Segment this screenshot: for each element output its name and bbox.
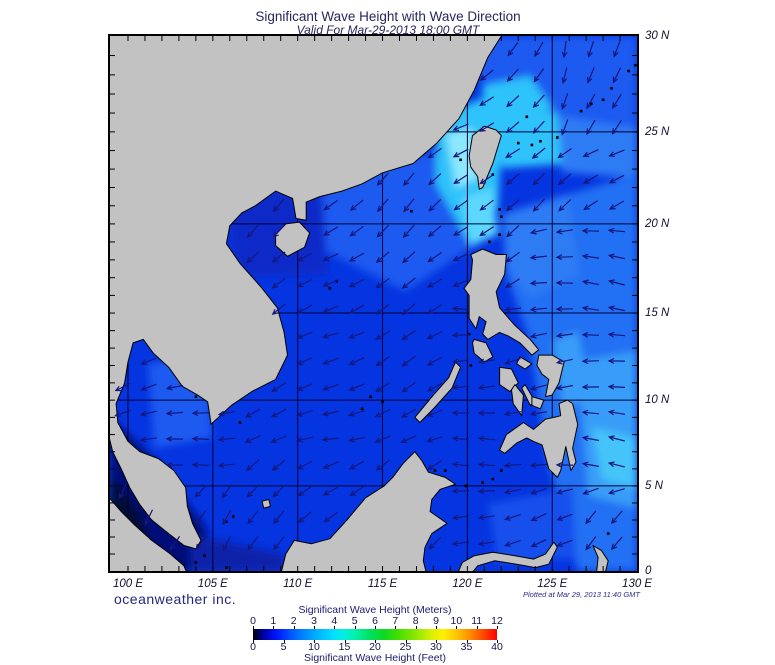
lat-tick-label: 0 (645, 565, 652, 577)
colorbar-tick (293, 626, 295, 629)
colorbar-tick (456, 626, 458, 629)
meters-tick-label: 10 (450, 615, 463, 627)
meters-tick-label: 0 (250, 615, 256, 627)
feet-tick-label: 40 (491, 641, 503, 653)
meters-tick-label: 4 (331, 615, 338, 627)
colorbar-tick (497, 640, 498, 643)
colorbar-tick (466, 640, 468, 643)
chart-title: Significant Wave Height with Wave Direct… (255, 9, 521, 24)
lon-tick-label: 110 E (283, 578, 313, 590)
colorbar-tick (314, 640, 315, 643)
feet-tick-label: 30 (430, 641, 442, 653)
colorbar-tick (344, 640, 346, 643)
colorbar-tick (405, 640, 407, 643)
feet-tick-label: 25 (399, 641, 412, 653)
legend-title-feet: Significant Wave Height (Feet) (303, 652, 446, 664)
colorbar-tick (253, 626, 254, 629)
meters-tick-label: 3 (311, 615, 317, 627)
colorbar-tick (253, 640, 254, 643)
frame-degree-ticks (110, 36, 637, 571)
colorbar-tick (273, 626, 275, 629)
meters-tick-label: 7 (392, 615, 399, 627)
feet-tick-label: 15 (338, 641, 351, 653)
colorbar-tick (314, 626, 315, 629)
meters-tick-label: 11 (471, 615, 483, 627)
colorbar-tick (415, 626, 417, 629)
lon-tick-label: 125 E (537, 578, 568, 590)
colorbar-tick (354, 626, 356, 629)
feet-tick-label: 20 (369, 641, 381, 653)
land-masses (110, 36, 609, 571)
lat-tick-label: 30 N (645, 30, 670, 42)
oceanweather-logo: oceanweather inc. (114, 591, 237, 607)
meters-tick-label: 12 (491, 615, 503, 627)
colorbar-tick (436, 640, 437, 643)
meters-tick-label: 9 (433, 615, 439, 627)
feet-tick-label: 10 (308, 641, 320, 653)
colorbar-tick (476, 626, 478, 629)
colorbar-tick (497, 626, 498, 629)
lon-tick-label: 120 E (452, 578, 483, 590)
wave-direction-arrows (114, 41, 626, 552)
lat-tick-label: 10 N (645, 394, 670, 407)
lon-tick-label: 105 E (197, 578, 228, 590)
lat-tick-label: 20 N (645, 217, 670, 230)
feet-tick-label: 35 (460, 641, 473, 653)
meters-tick-label: 6 (372, 615, 378, 627)
plot-timestamp: Plotted at Mar 29, 2013 11:40 GMT (522, 590, 640, 599)
legend-title-meters: Significant Wave Height (Meters) (298, 604, 452, 616)
colorbar-tick (375, 626, 376, 629)
feet-tick-label: 5 (280, 641, 287, 653)
colorbar-tick (375, 640, 376, 643)
feet-tick-label: 0 (250, 641, 256, 653)
chart-valid-time: Valid For Mar-29-2013 18:00 GMT (296, 23, 480, 37)
lat-tick-label: 25 N (645, 125, 670, 138)
lat-tick-label: 15 N (645, 307, 670, 320)
meters-tick-label: 8 (412, 615, 419, 627)
colorbar-tick (395, 626, 397, 629)
meters-tick-label: 1 (270, 615, 277, 627)
lon-tick-label: 100 E (112, 578, 144, 590)
colorbar-gradient (253, 629, 497, 640)
wave-map (108, 34, 639, 573)
colorbar-tick (436, 626, 437, 629)
colorbar-tick (334, 626, 336, 629)
meters-tick-label: 2 (290, 615, 297, 627)
meters-tick-label: 5 (351, 615, 358, 627)
colorbar-tick (283, 640, 285, 643)
small-islands (194, 63, 637, 569)
lon-tick-label: 130 E (622, 578, 653, 590)
wave-map-canvas (110, 36, 637, 571)
lon-tick-label: 115 E (367, 578, 398, 590)
lat-tick-label: 5 N (645, 479, 663, 492)
